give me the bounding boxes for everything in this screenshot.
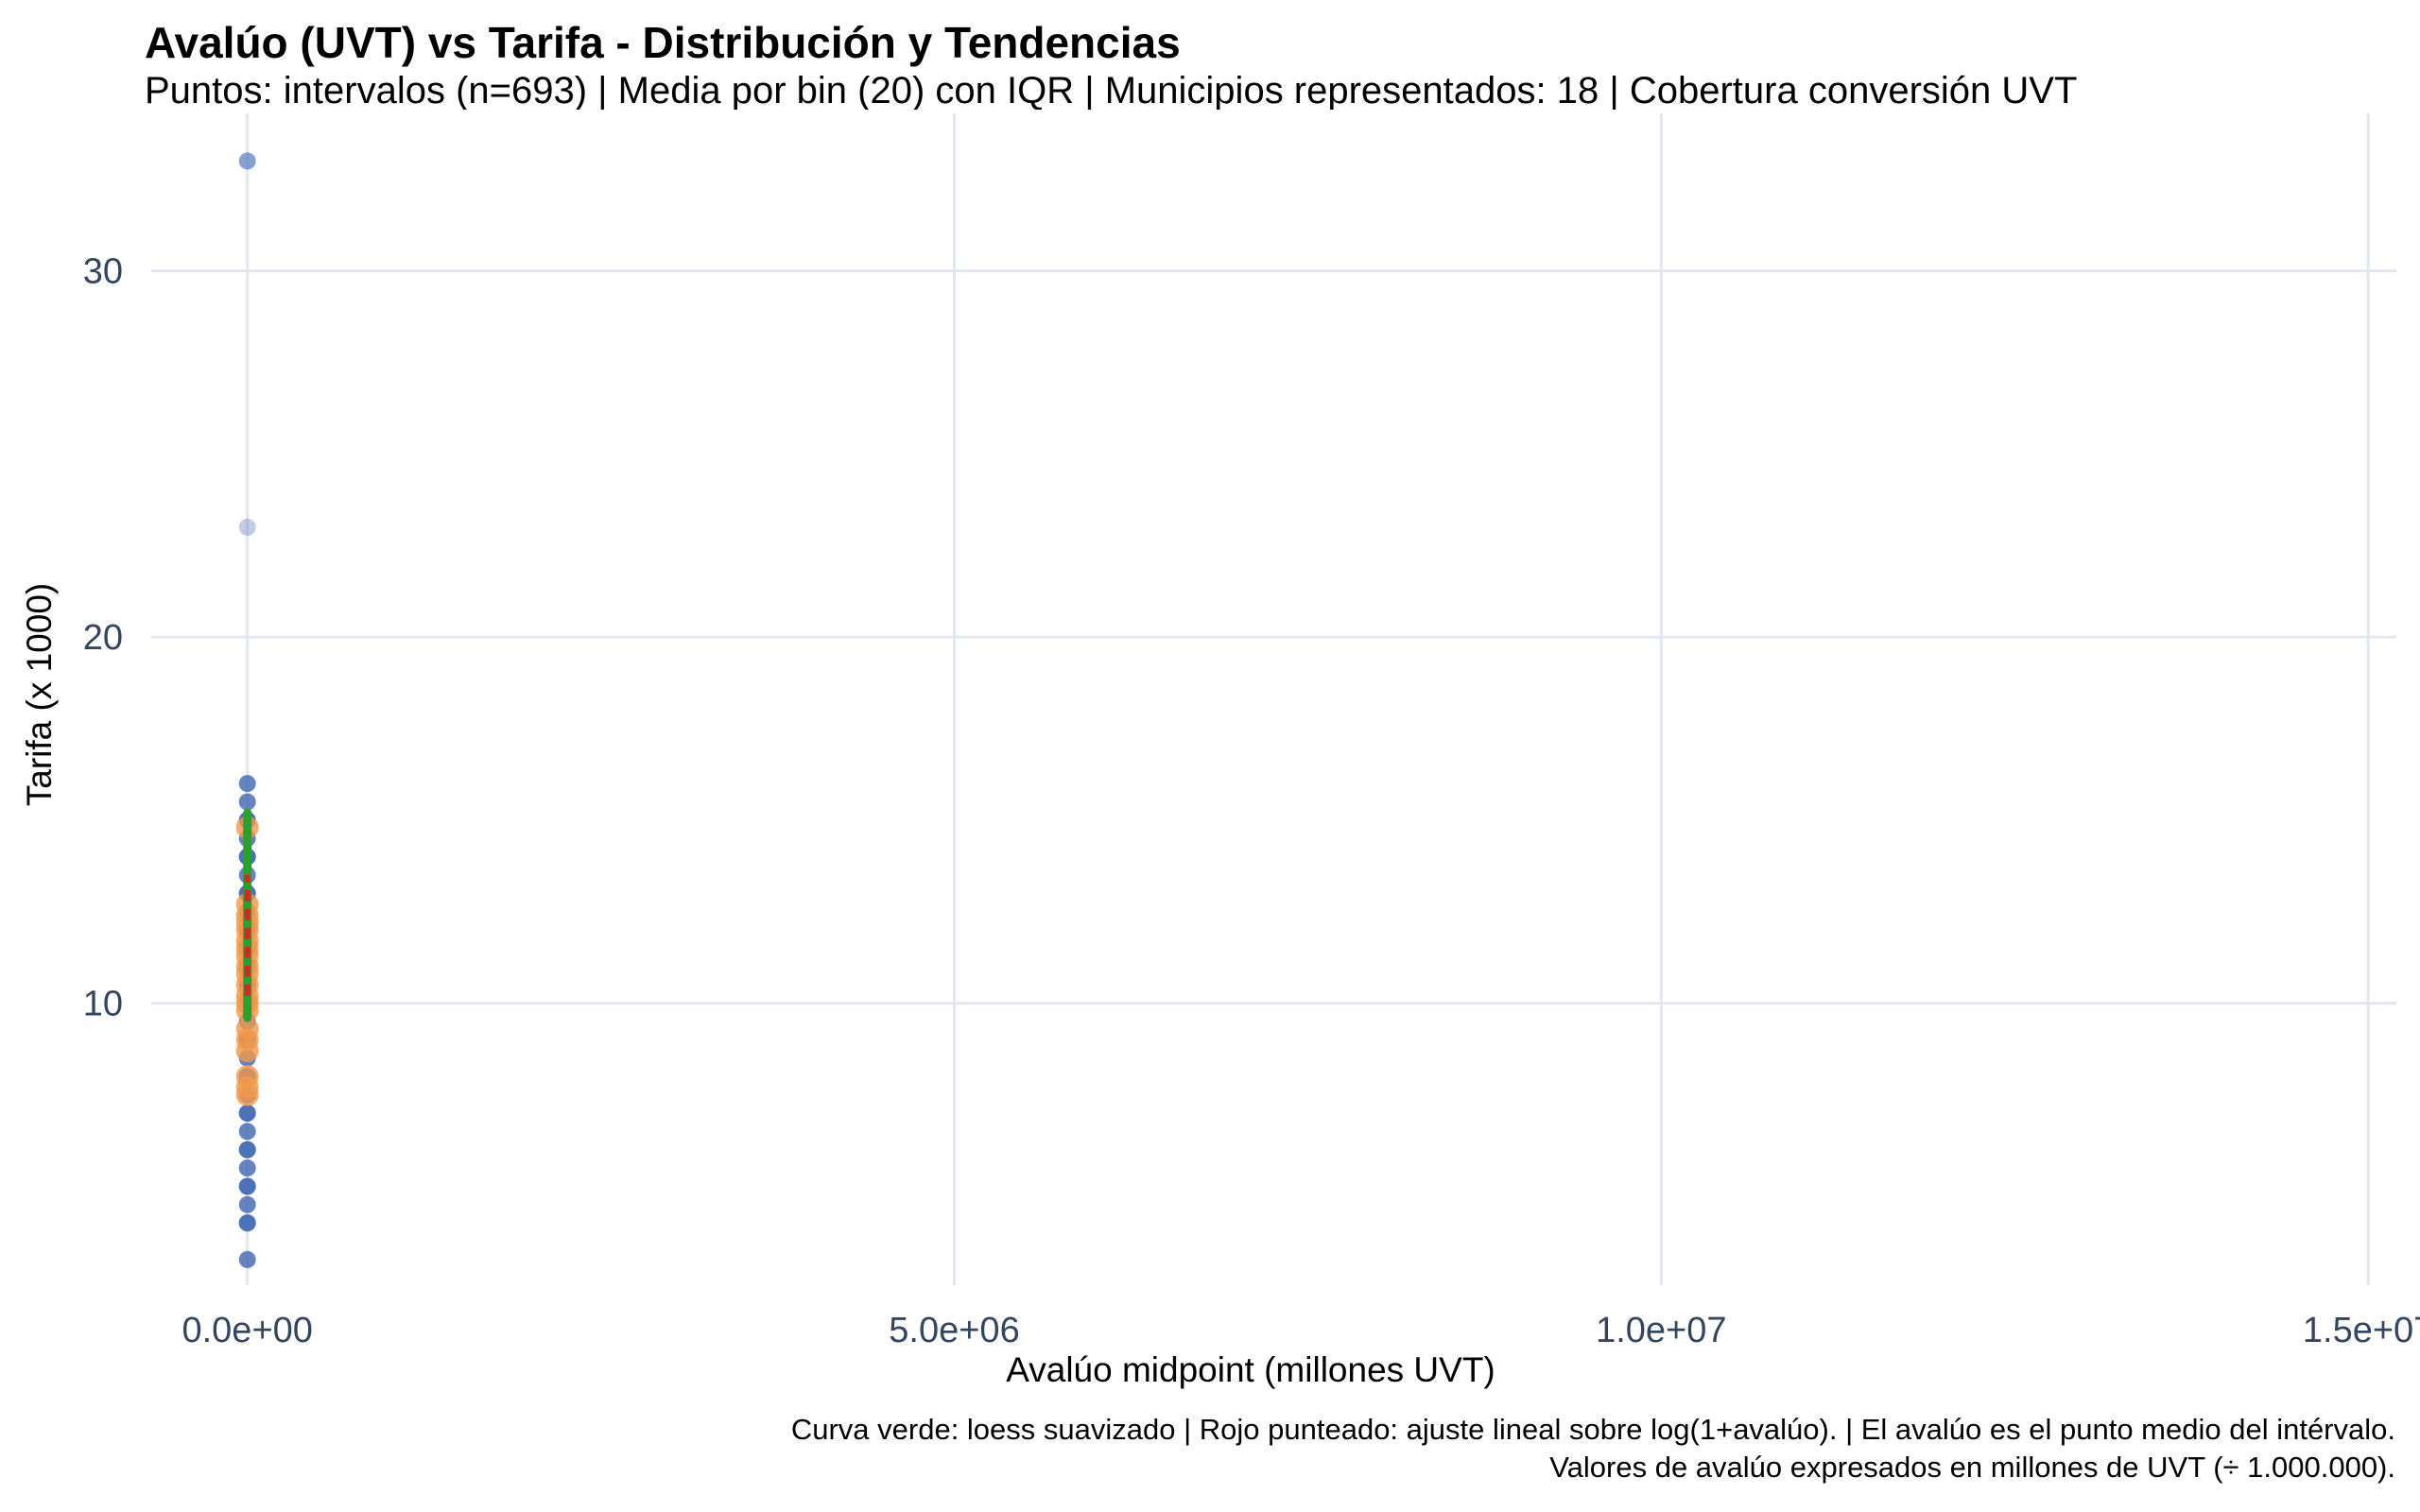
data-point [238,1195,256,1213]
caption-line-1: Curva verde: loess suavizado | Rojo punt… [790,1413,2395,1446]
y-axis-title: Tarifa (x 1000) [20,583,59,807]
grid-lines [151,113,2396,1285]
data-point [238,518,256,536]
bin-mean-point [235,1040,259,1062]
data-point [238,775,256,793]
data-point [238,1214,256,1232]
data-point [238,1123,256,1141]
x-axis-title: Avalúo midpoint (millones UVT) [1006,1350,1495,1389]
data-point [238,793,256,811]
data-point [238,1177,256,1195]
bin-mean-point [235,1083,259,1107]
y-axis-ticks: 10 20 30 [83,252,123,1024]
y-tick-label: 20 [83,618,123,658]
data-marks [235,152,259,1268]
data-point [238,1250,256,1268]
x-tick-label: 0.0e+00 [182,1311,312,1350]
x-tick-label: 5.0e+06 [889,1311,1019,1350]
caption-line-2: Valores de avalúo expresados en millones… [1549,1451,2395,1484]
data-point [238,152,256,170]
y-tick-label: 10 [83,985,123,1024]
chart-title: Avalúo (UVT) vs Tarifa - Distribución y … [145,18,1181,67]
chart-subtitle: Puntos: intervalos (n=693) | Media por b… [145,72,2078,110]
x-tick-label: 1.5e+07 [2303,1311,2420,1350]
data-point [238,1104,256,1122]
x-tick-label: 1.0e+07 [1596,1311,1726,1350]
data-point [238,1160,256,1177]
y-tick-label: 30 [83,252,123,292]
x-axis-ticks: 0.0e+00 5.0e+06 1.0e+07 1.5e+07 [182,1311,2420,1350]
data-point [238,1141,256,1159]
